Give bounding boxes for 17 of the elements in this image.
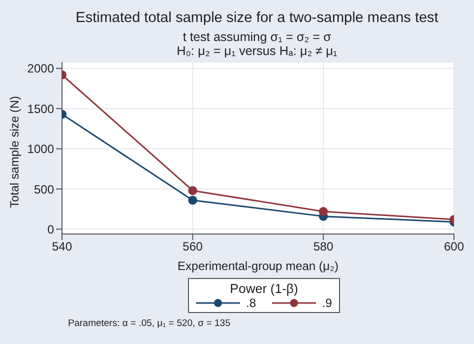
chart-title: Estimated total sample size for a two-sample means test [74,10,440,26]
y-axis-title: Total sample size (N) [7,96,22,208]
y-tick-label: 0 [47,222,54,236]
y-tick-label: 2000 [27,62,54,76]
legend-label: .8 [244,296,256,310]
x-tick-label: 540 [52,240,72,254]
x-tick-label: 600 [444,240,464,254]
y-tick-label: 1000 [27,142,54,156]
text: Parameters: α = .05, μ₁ = 520, σ = 135 [68,318,230,329]
x-axis-title: Experimental-group mean (μ₂) [178,259,338,273]
y-tick-label: 1500 [27,102,54,116]
legend-title: Power (1-β) [228,281,300,296]
x-tick-label: 580 [313,240,334,254]
x-tick-label: 560 [182,240,203,254]
y-tick-label: 500 [34,182,54,196]
chart-subtitle: t test assuming σ₁ = σ₂ = σ H₀: μ₂ = μ₁ versus Hₐ: μ₂ ≠ μ₁ [176,30,338,58]
legend-label: .9 [321,296,332,310]
